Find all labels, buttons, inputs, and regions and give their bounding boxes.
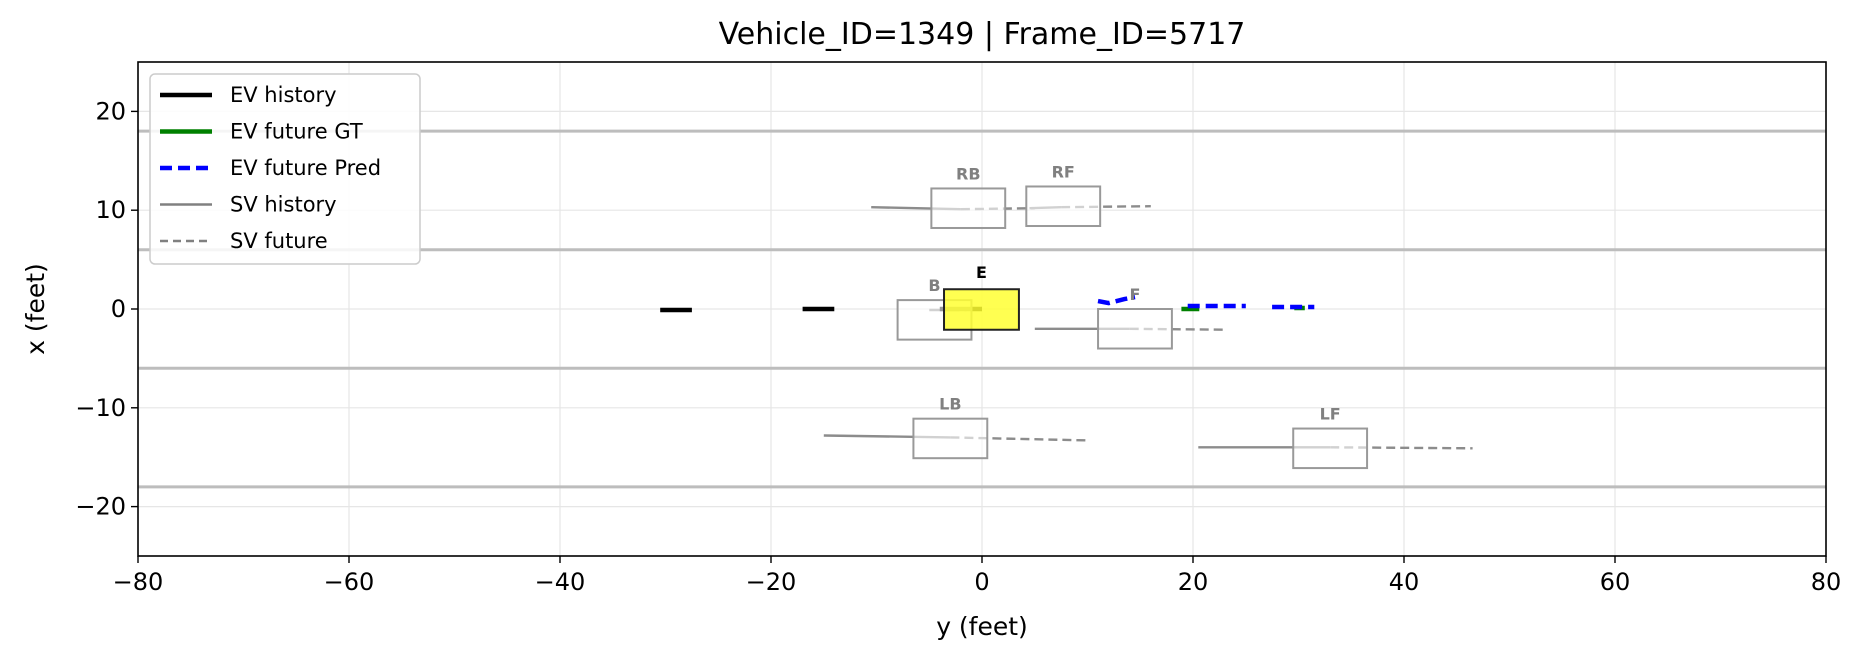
sv-label-rf: RF [1052,162,1075,181]
sv-future-line-lf [1330,446,1473,450]
sv-box-lb [912,417,989,460]
x-tick-label: −60 [324,568,375,596]
axis-ticks: −80 −60 −40 −20 0 20 40 60 80 −20 −10 0 10 20 [75,97,1841,596]
x-tick-label: 80 [1811,568,1842,596]
x-tick-label: 20 [1178,568,1209,596]
legend-box [149,73,421,265]
sv-label-b: B [928,276,940,295]
legend-label: EV future GT [230,120,363,144]
vehicle-boxes [896,185,1369,470]
legend: EV history EV future GT EV future Pred SV h… [149,73,421,265]
sv-box-lf [1292,427,1369,470]
legend-label: EV history [230,83,337,107]
x-tick-label: −40 [535,568,586,596]
sv-box-f [1097,308,1173,350]
sv-label-lb: LB [939,395,961,414]
sv-box-rf [1025,185,1102,228]
x-tick-label: −80 [113,568,164,596]
y-tick-label: 10 [95,196,126,224]
y-axis-label: x (feet) [21,263,50,355]
sv-label-f: F [1130,285,1141,304]
ev-future-pred-line [1097,294,1136,306]
sv-label-lf: LF [1320,405,1341,424]
vehicle-labels: RB RF B F LB LF E [928,162,1340,423]
y-tick-label: −10 [75,394,126,422]
ev-label: E [976,263,987,282]
x-axis-label: y (feet) [936,612,1028,641]
x-tick-label: 60 [1600,568,1631,596]
x-tick-label: 0 [974,568,989,596]
y-tick-label: 0 [111,295,126,323]
ev-box [943,288,1020,331]
y-tick-label: 20 [95,97,126,125]
legend-label: SV history [230,193,337,217]
chart-title: Vehicle_ID=1349 | Frame_ID=5717 [719,17,1246,52]
y-tick-label: −20 [75,493,126,521]
sv-box-rb [930,187,1007,229]
sv-label-rb: RB [956,164,981,183]
legend-label: SV future [230,229,328,253]
x-tick-label: −20 [746,568,797,596]
legend-label: EV future Pred [230,156,381,180]
x-tick-label: 40 [1389,568,1420,596]
